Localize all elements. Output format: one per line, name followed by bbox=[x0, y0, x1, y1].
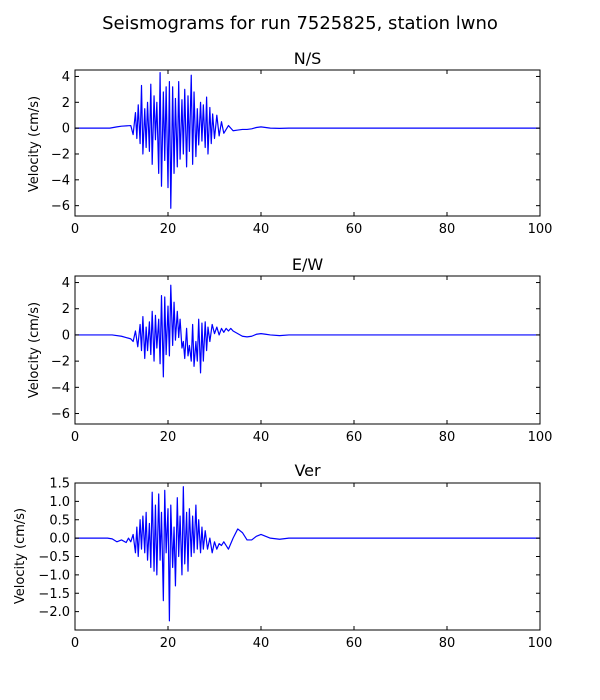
ns-x-tick-label: 100 bbox=[528, 222, 553, 237]
ns-velocity-series bbox=[75, 71, 540, 209]
ver-y-tick-label: −0.5 bbox=[38, 550, 70, 565]
ns-y-tick-label: −6 bbox=[51, 199, 70, 214]
ew-y-tick-label: 2 bbox=[62, 302, 70, 317]
ew-panel: E/W Velocity (cm/s) 0 20 40 60 80 100 −6 −4 −2 0 2… bbox=[27, 255, 552, 445]
ew-velocity-series bbox=[75, 284, 540, 378]
ns-y-axis-label: Velocity (cm/s) bbox=[27, 96, 42, 192]
ew-x-tick-label: 20 bbox=[160, 430, 177, 445]
ns-y-tick-label: 0 bbox=[62, 122, 70, 137]
ew-x-tick-label: 80 bbox=[439, 430, 456, 445]
figure-title: Seismograms for run 7525825, station lwn… bbox=[102, 13, 498, 34]
ver-velocity-series bbox=[75, 486, 540, 622]
ns-y-tick-label: −2 bbox=[51, 147, 70, 162]
ns-x-tick-label: 80 bbox=[439, 222, 456, 237]
ver-x-tick-label: 40 bbox=[253, 636, 270, 651]
ver-y-tick-label: −1.0 bbox=[38, 568, 70, 583]
ew-y-axis-label: Velocity (cm/s) bbox=[27, 302, 42, 398]
ver-x-tick-label: 60 bbox=[346, 636, 363, 651]
ver-x-tick-label: 100 bbox=[528, 636, 553, 651]
ew-x-tick-label: 40 bbox=[253, 430, 270, 445]
ver-x-tick-label: 80 bbox=[439, 636, 456, 651]
ew-x-tick-label: 100 bbox=[528, 430, 553, 445]
ver-y-axis-label: Velocity (cm/s) bbox=[13, 508, 28, 604]
ew-panel-title: E/W bbox=[292, 255, 324, 274]
ver-y-tick-label: −1.5 bbox=[38, 587, 70, 602]
ns-y-tick-label: −4 bbox=[51, 173, 70, 188]
ns-panel-title: N/S bbox=[294, 49, 322, 68]
ns-x-tick-label: 0 bbox=[71, 222, 79, 237]
ew-axes-frame bbox=[74, 275, 541, 425]
ew-y-tick-label: −2 bbox=[51, 355, 70, 370]
ns-y-tick-label: 2 bbox=[62, 96, 70, 111]
ver-y-tick-label: 1.0 bbox=[49, 495, 70, 510]
ns-axes-frame bbox=[74, 69, 541, 217]
ew-y-tick-label: −6 bbox=[51, 407, 70, 422]
ver-y-tick-label: 0.0 bbox=[49, 532, 70, 547]
ver-y-tick-label: 0.5 bbox=[49, 513, 70, 528]
ver-x-tick-label: 0 bbox=[71, 636, 79, 651]
ver-panel: Ver Velocity (cm/s) 0 20 40 60 80 100 −2.0 −1.5… bbox=[13, 461, 552, 651]
ns-y-tick-label: 4 bbox=[62, 70, 70, 85]
ew-x-tick-label: 0 bbox=[71, 430, 79, 445]
ns-panel: N/S Velocity (cm/s) 0 20 40 60 80 100 −6 −4 −2 0 2… bbox=[27, 49, 552, 237]
ver-y-tick-label: 1.5 bbox=[49, 477, 70, 492]
ew-y-tick-label: 4 bbox=[62, 276, 70, 291]
ver-x-tick-label: 20 bbox=[160, 636, 177, 651]
ew-x-tick-label: 60 bbox=[346, 430, 363, 445]
ver-y-tick-label: −2.0 bbox=[38, 605, 70, 620]
ew-y-tick-label: −4 bbox=[51, 381, 70, 396]
ns-x-tick-label: 20 bbox=[160, 222, 177, 237]
ns-x-tick-label: 60 bbox=[346, 222, 363, 237]
ver-panel-title: Ver bbox=[294, 461, 321, 480]
ver-axes-frame bbox=[74, 482, 541, 631]
ns-x-tick-label: 40 bbox=[253, 222, 270, 237]
ew-y-tick-label: 0 bbox=[62, 328, 70, 343]
